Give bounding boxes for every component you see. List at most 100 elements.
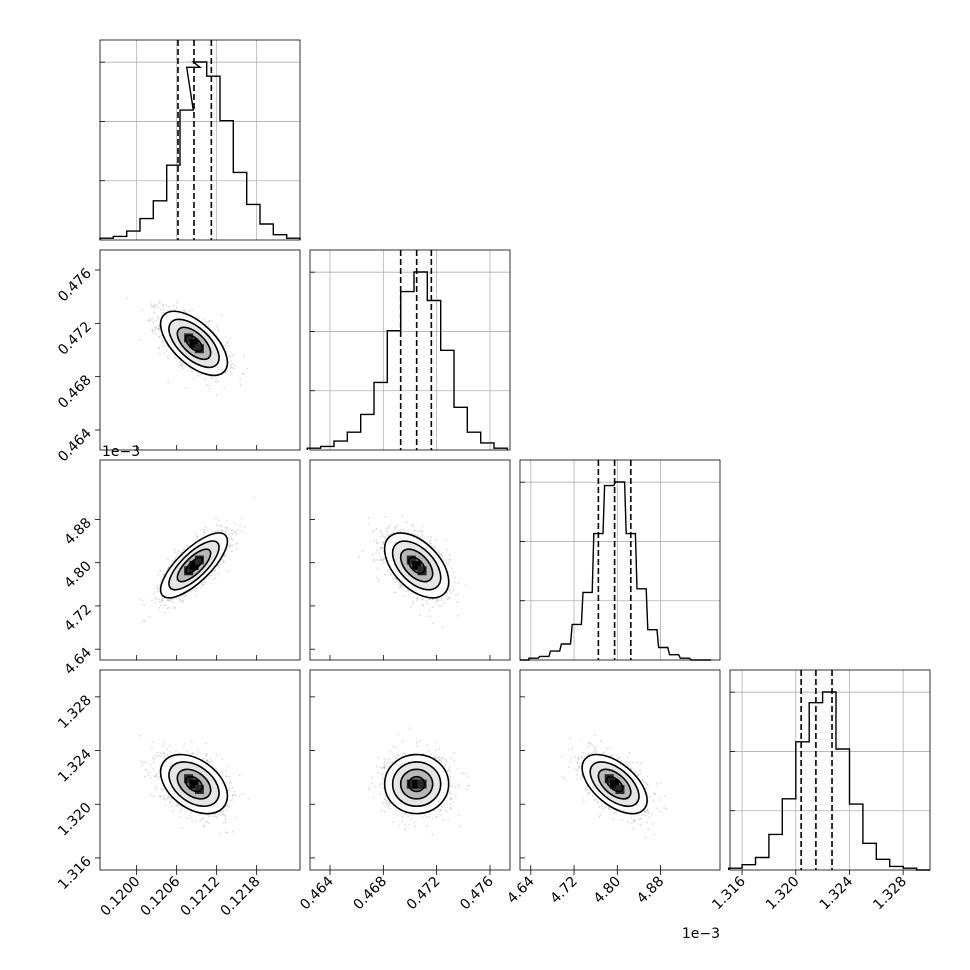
sample-point xyxy=(413,529,415,532)
sample-point xyxy=(151,741,154,743)
sample-point xyxy=(153,304,155,307)
sample-point xyxy=(421,530,424,532)
sample-point xyxy=(149,763,152,766)
sample-point xyxy=(230,529,233,532)
sample-point xyxy=(159,308,162,311)
sample-point xyxy=(211,319,214,322)
sample-point xyxy=(228,533,230,536)
sample-point xyxy=(234,794,237,797)
sample-point xyxy=(402,528,404,531)
sample-point xyxy=(242,793,245,795)
sample-point xyxy=(158,301,160,303)
sample-point xyxy=(399,585,402,587)
sample-point xyxy=(440,553,443,555)
sample-point xyxy=(141,309,143,312)
sample-point xyxy=(175,554,178,557)
panel-inner xyxy=(139,734,250,835)
sample-point xyxy=(243,354,246,356)
sample-point xyxy=(232,830,234,833)
sample-point xyxy=(214,530,217,533)
sample-point xyxy=(201,584,204,587)
sample-point xyxy=(204,526,207,528)
sample-point xyxy=(200,582,203,585)
sample-point xyxy=(224,831,227,834)
sample-point xyxy=(210,530,213,532)
sample-point xyxy=(449,559,452,561)
sample-point xyxy=(167,557,169,560)
sample-point xyxy=(162,741,165,743)
sample-point xyxy=(224,372,227,374)
sample-point xyxy=(421,604,424,606)
sample-point xyxy=(440,605,443,608)
sample-point xyxy=(158,347,161,349)
sample-point xyxy=(226,775,229,778)
sample-point xyxy=(213,570,216,573)
sample-point xyxy=(206,759,208,762)
sample-point xyxy=(214,569,217,572)
sample-point xyxy=(389,573,391,575)
sample-point xyxy=(382,534,385,537)
sample-point xyxy=(153,754,156,757)
sample-point xyxy=(228,775,231,778)
sample-point xyxy=(448,597,451,600)
sample-point xyxy=(157,317,160,320)
sample-point xyxy=(234,364,236,367)
sample-point xyxy=(225,350,228,353)
sample-point xyxy=(161,305,164,307)
sample-point xyxy=(414,533,416,536)
sample-point xyxy=(193,377,196,380)
sample-point xyxy=(379,547,382,550)
sample-point xyxy=(224,820,227,823)
sample-point xyxy=(451,567,453,570)
sample-point xyxy=(156,587,159,590)
sample-point xyxy=(425,599,427,602)
sample-point xyxy=(438,604,440,607)
sample-point xyxy=(217,573,220,575)
sample-point xyxy=(161,599,164,602)
sample-point xyxy=(150,746,153,749)
sample-point xyxy=(183,309,186,311)
sample-point xyxy=(223,526,226,529)
sample-point xyxy=(190,370,193,372)
sample-point xyxy=(197,374,200,377)
sample-point xyxy=(225,530,228,533)
sample-point xyxy=(234,531,237,534)
contour-line-3 xyxy=(184,556,204,575)
sample-point xyxy=(149,794,152,797)
sample-point xyxy=(409,605,412,608)
sample-point xyxy=(448,588,451,591)
sample-point xyxy=(152,305,154,308)
sample-point xyxy=(419,536,422,538)
sample-point xyxy=(231,362,234,365)
sample-point xyxy=(428,541,431,544)
sample-point xyxy=(202,531,205,534)
sample-point xyxy=(429,615,432,617)
sample-point xyxy=(162,344,165,347)
sample-point xyxy=(161,597,164,600)
sample-point xyxy=(231,538,233,540)
sample-point xyxy=(142,619,145,622)
sample-point xyxy=(203,528,206,531)
sample-point xyxy=(166,607,169,610)
sample-point xyxy=(164,604,167,606)
sample-point xyxy=(168,606,171,609)
sample-point xyxy=(380,546,383,549)
sample-point xyxy=(253,497,256,499)
sample-point xyxy=(180,805,183,808)
sample-point xyxy=(230,372,233,375)
sample-point xyxy=(204,753,207,756)
sample-point xyxy=(227,570,230,572)
sample-point xyxy=(159,764,162,767)
sample-point xyxy=(416,599,418,601)
sample-point xyxy=(203,318,206,321)
sample-point xyxy=(231,550,234,553)
contour-line-2 xyxy=(176,548,212,583)
sample-point xyxy=(208,320,210,322)
sample-point xyxy=(225,336,228,338)
sample-point xyxy=(427,535,429,538)
sample-point xyxy=(385,530,388,532)
sample-point xyxy=(160,788,163,790)
sample-point xyxy=(226,527,229,529)
sample-point xyxy=(454,576,456,579)
sample-point xyxy=(156,306,159,309)
